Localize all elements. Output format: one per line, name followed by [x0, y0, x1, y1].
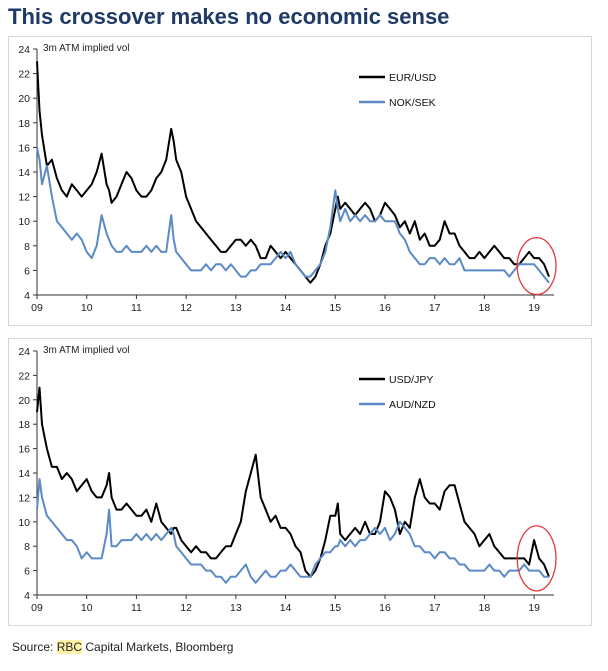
legend-label: NOK/SEK	[389, 97, 436, 109]
x-tick-label: 16	[379, 602, 391, 614]
y-tick-label: 16	[18, 142, 30, 154]
annotation-circle	[516, 525, 557, 592]
y-tick-label: 12	[18, 192, 30, 204]
legend-label: AUD/NZD	[389, 399, 436, 411]
y-tick-label: 18	[18, 118, 30, 130]
y-tick-label: 6	[24, 566, 30, 578]
series-line-noksek	[36, 147, 550, 284]
y-tick-label: 20	[18, 395, 30, 407]
x-tick-label: 14	[280, 602, 292, 614]
x-tick-label: 17	[429, 602, 441, 614]
y-tick-label: 4	[24, 290, 30, 302]
x-tick-label: 12	[180, 602, 192, 614]
chart-title: This crossover makes no economic sense	[8, 4, 450, 29]
x-tick-label: 18	[479, 302, 491, 314]
source-highlight: RBC	[56, 640, 83, 654]
x-tick-label: 10	[81, 302, 93, 314]
legend-label: USD/JPY	[389, 374, 433, 386]
x-tick-label: 15	[329, 602, 341, 614]
x-tick-label: 19	[528, 302, 540, 314]
y-tick-label: 14	[18, 468, 30, 480]
line-chart-usdjpy-audnzd: 4 6 8 10 12 14 16 18 20 22 24 09 10 11 12 13 14 15 16 17 18 1…	[18, 345, 557, 614]
source-note: Source: RBC Capital Markets, Bloomberg	[12, 640, 233, 654]
y-tick-label: 22	[18, 370, 30, 382]
y-tick-label: 12	[18, 492, 30, 504]
x-tick-label: 19	[528, 602, 540, 614]
chart-panel-bottom: 4 6 8 10 12 14 16 18 20 22 24 09 10 11 12 13 14 15 16 17 18 1…	[8, 338, 592, 626]
x-tick-label: 11	[131, 302, 142, 314]
source-prefix: Source:	[12, 640, 57, 654]
y-tick-label: 10	[18, 517, 30, 529]
x-tick-label: 18	[479, 602, 491, 614]
x-tick-label: 15	[329, 302, 341, 314]
y-tick-label: 10	[18, 216, 30, 228]
y-tick-label: 4	[24, 590, 30, 602]
y-tick-label: 20	[18, 93, 30, 105]
x-tick-label: 13	[230, 302, 242, 314]
chart-panel-top: 4 6 8 10 12 14 16 18 20 22 24 09 10 11 12 13 14 15 16 17 18 1…	[8, 36, 592, 326]
x-tick-label: 11	[131, 602, 142, 614]
y-tick-label: 8	[24, 541, 30, 553]
x-tick-label: 16	[379, 302, 391, 314]
x-tick-label: 13	[230, 602, 242, 614]
x-tick-label: 10	[81, 602, 93, 614]
y-tick-label: 24	[18, 346, 30, 358]
x-tick-label: 09	[31, 602, 43, 614]
line-chart-eurusd-noksek: 4 6 8 10 12 14 16 18 20 22 24 09 10 11 12 13 14 15 16 17 18 1…	[18, 43, 557, 314]
legend-label: EUR/USD	[389, 72, 437, 84]
y-tick-label: 8	[24, 241, 30, 253]
y-tick-label: 6	[24, 265, 30, 277]
annotation-circle	[516, 236, 557, 296]
y-tick-label: 14	[18, 167, 30, 179]
x-tick-label: 17	[429, 302, 441, 314]
y-tick-label: 16	[18, 444, 30, 456]
series-line-usdjpy	[36, 386, 550, 578]
x-tick-label: 12	[180, 302, 192, 314]
y-tick-label: 24	[18, 44, 30, 56]
source-suffix: Capital Markets, Bloomberg	[82, 640, 234, 654]
series-line-audnzd	[36, 478, 549, 584]
y-tick-label: 18	[18, 419, 30, 431]
x-tick-label: 14	[280, 302, 292, 314]
x-tick-label: 09	[31, 302, 43, 314]
y-tick-label: 22	[18, 69, 30, 81]
y-axis-label: 3m ATM implied vol	[43, 43, 130, 54]
y-axis-label: 3m ATM implied vol	[43, 345, 130, 356]
